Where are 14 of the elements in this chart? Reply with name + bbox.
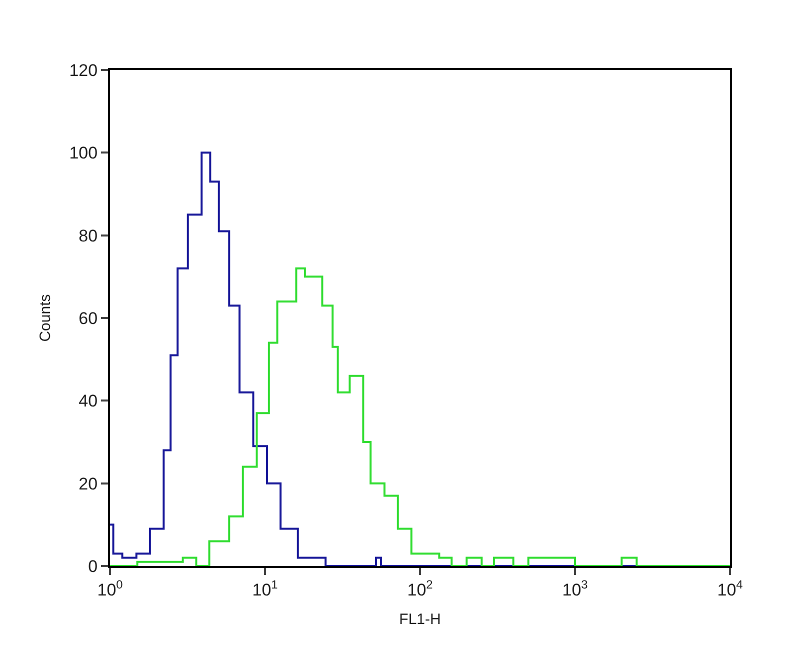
y-tick-label: 40 [78, 392, 98, 411]
y-tick-label: 120 [69, 60, 98, 80]
x-tick-label: 10$^{4}$ [717, 577, 744, 600]
y-tick-label: 60 [78, 308, 98, 328]
x-tick-label: 10$^{3}$ [562, 577, 588, 600]
y-tick-label: 80 [78, 226, 98, 246]
y-axis-title: Counts [36, 294, 54, 342]
x-tick-label: 10$^{2}$ [407, 577, 434, 600]
x-tick-label: 10$^{0}$ [97, 577, 124, 600]
y-tick-label: 0 [88, 556, 98, 576]
x-tick-label: 10$^{1}$ [252, 577, 278, 600]
y-tick-label: 100 [69, 144, 98, 163]
x-axis-title: FL1-H [399, 610, 441, 628]
y-tick-label: 20 [78, 474, 98, 494]
